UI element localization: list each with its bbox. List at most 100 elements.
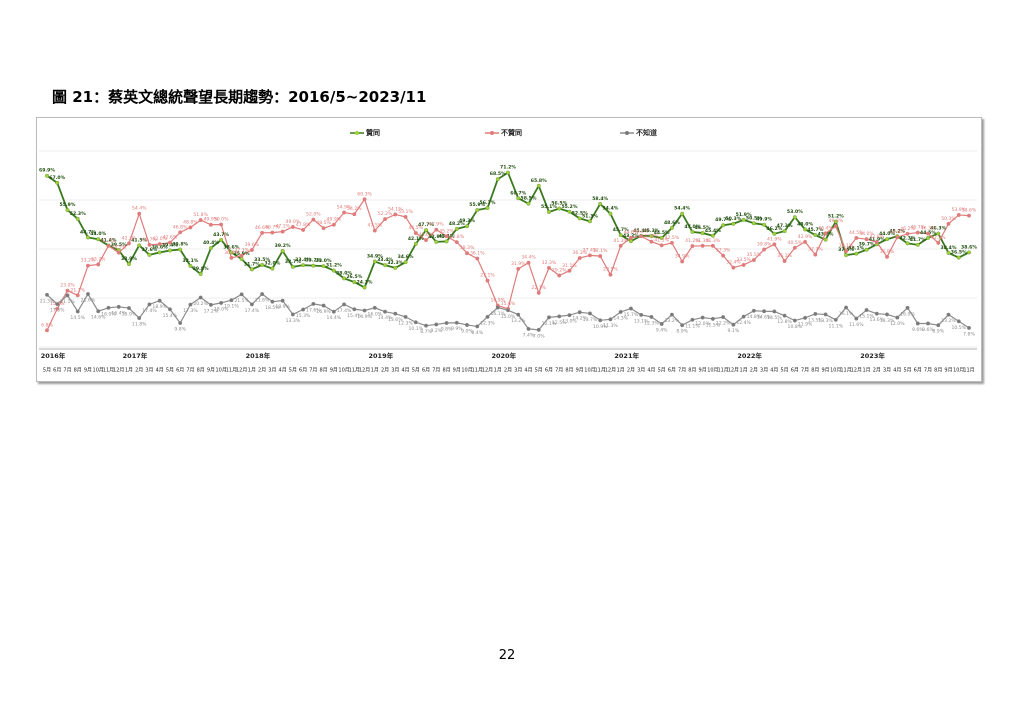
data-point — [372, 305, 377, 310]
x-tick-label: 2月 — [504, 368, 512, 374]
data-point — [270, 266, 275, 271]
data-point — [854, 236, 859, 240]
data-point — [321, 303, 326, 308]
data-point — [249, 248, 254, 252]
data-label: 46.3% — [930, 226, 946, 232]
data-label: 13.3% — [286, 318, 301, 324]
data-label: 8.4% — [471, 330, 483, 336]
data-point — [96, 262, 101, 267]
data-point — [413, 231, 418, 236]
data-label: 44.0% — [90, 231, 106, 237]
data-label: 33.1% — [182, 258, 198, 264]
data-point — [915, 230, 920, 235]
x-tick-label: 4月 — [279, 368, 287, 374]
data-label: 47.3% — [777, 223, 793, 229]
year-label: 2017年 — [123, 351, 148, 360]
data-label: 16.1% — [839, 311, 854, 317]
data-point — [372, 259, 377, 264]
data-point — [454, 226, 459, 231]
data-point — [157, 298, 162, 303]
x-tick-label: 7月 — [186, 368, 194, 374]
data-label: 38.5% — [111, 245, 126, 251]
data-point — [45, 292, 49, 297]
data-label: 46.7% — [265, 225, 280, 231]
data-label: 27.1% — [480, 273, 495, 279]
data-label: 12.3% — [398, 320, 413, 326]
data-point — [290, 312, 295, 317]
data-point — [321, 226, 326, 231]
data-label: 48.2% — [449, 221, 465, 227]
data-point — [803, 227, 808, 232]
data-label: 36.8% — [880, 249, 895, 255]
data-point — [536, 290, 541, 295]
data-point — [956, 212, 961, 217]
data-point — [229, 250, 234, 255]
data-point — [352, 212, 357, 217]
data-point — [700, 315, 705, 320]
data-point — [567, 313, 572, 318]
data-point — [188, 263, 193, 268]
data-label: 31.2% — [326, 263, 342, 269]
data-label: 41.3% — [613, 238, 628, 244]
data-label: 12.8% — [777, 319, 792, 325]
data-point — [751, 221, 756, 226]
data-label: 45.2% — [439, 228, 454, 234]
data-point — [75, 309, 80, 314]
data-label: 9.6% — [922, 327, 934, 333]
data-point — [495, 305, 500, 310]
data-point — [465, 323, 469, 327]
data-point — [239, 253, 244, 258]
data-point — [249, 267, 254, 272]
data-label: 54.9% — [337, 204, 352, 210]
data-label: 18.0% — [214, 306, 229, 312]
data-label: 37.3% — [234, 248, 249, 254]
data-label: 56.5% — [551, 201, 567, 207]
data-label: 32.3% — [387, 260, 403, 266]
x-tick-label: 5月 — [289, 368, 297, 374]
data-point — [608, 317, 613, 322]
data-label: 55.9% — [469, 202, 485, 208]
data-label: 33.2% — [305, 258, 321, 264]
data-label: 29.2% — [552, 267, 567, 273]
data-point — [485, 314, 490, 319]
data-point — [96, 237, 101, 242]
data-label: 29.5% — [603, 267, 618, 273]
data-point — [198, 295, 203, 300]
x-tick-label: 5月 — [781, 368, 789, 374]
data-label: 35.5% — [747, 252, 762, 258]
data-point — [639, 312, 644, 317]
x-tick-label: 7月 — [432, 368, 440, 374]
data-point — [526, 260, 531, 265]
x-tick-label: 9月 — [84, 368, 92, 374]
x-tick-label: 7月 — [555, 368, 563, 374]
data-point — [844, 253, 849, 258]
data-label: 53.9% — [951, 207, 966, 213]
x-tick-label: 11月 — [226, 368, 237, 374]
data-label: 37.1% — [593, 248, 608, 254]
data-label: 44.8% — [890, 229, 905, 235]
x-tick-label: 3月 — [637, 368, 645, 374]
x-tick-label: 6月 — [299, 368, 307, 374]
x-tick-label: 7月 — [924, 368, 932, 374]
x-tick-label: 6月 — [422, 368, 430, 374]
data-label: 14.4% — [327, 315, 342, 321]
legend-marker — [625, 131, 629, 135]
data-label: 15.3% — [296, 313, 311, 319]
data-label: 14.8% — [747, 314, 762, 320]
legend-label: 不贊同 — [501, 128, 522, 137]
data-point — [628, 306, 633, 311]
data-label: 13.3% — [818, 318, 833, 324]
data-point — [147, 302, 152, 307]
data-label: 42.5% — [665, 235, 680, 241]
x-tick-label: 7月 — [309, 368, 317, 374]
data-label: 71.2% — [500, 165, 516, 171]
data-point — [844, 305, 849, 310]
x-tick-label: 10月 — [830, 368, 841, 374]
data-point — [526, 201, 531, 206]
data-point — [598, 318, 603, 323]
x-tick-label: 7月 — [63, 368, 71, 374]
data-label: 12.0% — [890, 321, 905, 327]
x-tick-label: 6月 — [791, 368, 799, 374]
data-point — [137, 316, 142, 321]
data-point — [434, 227, 439, 232]
